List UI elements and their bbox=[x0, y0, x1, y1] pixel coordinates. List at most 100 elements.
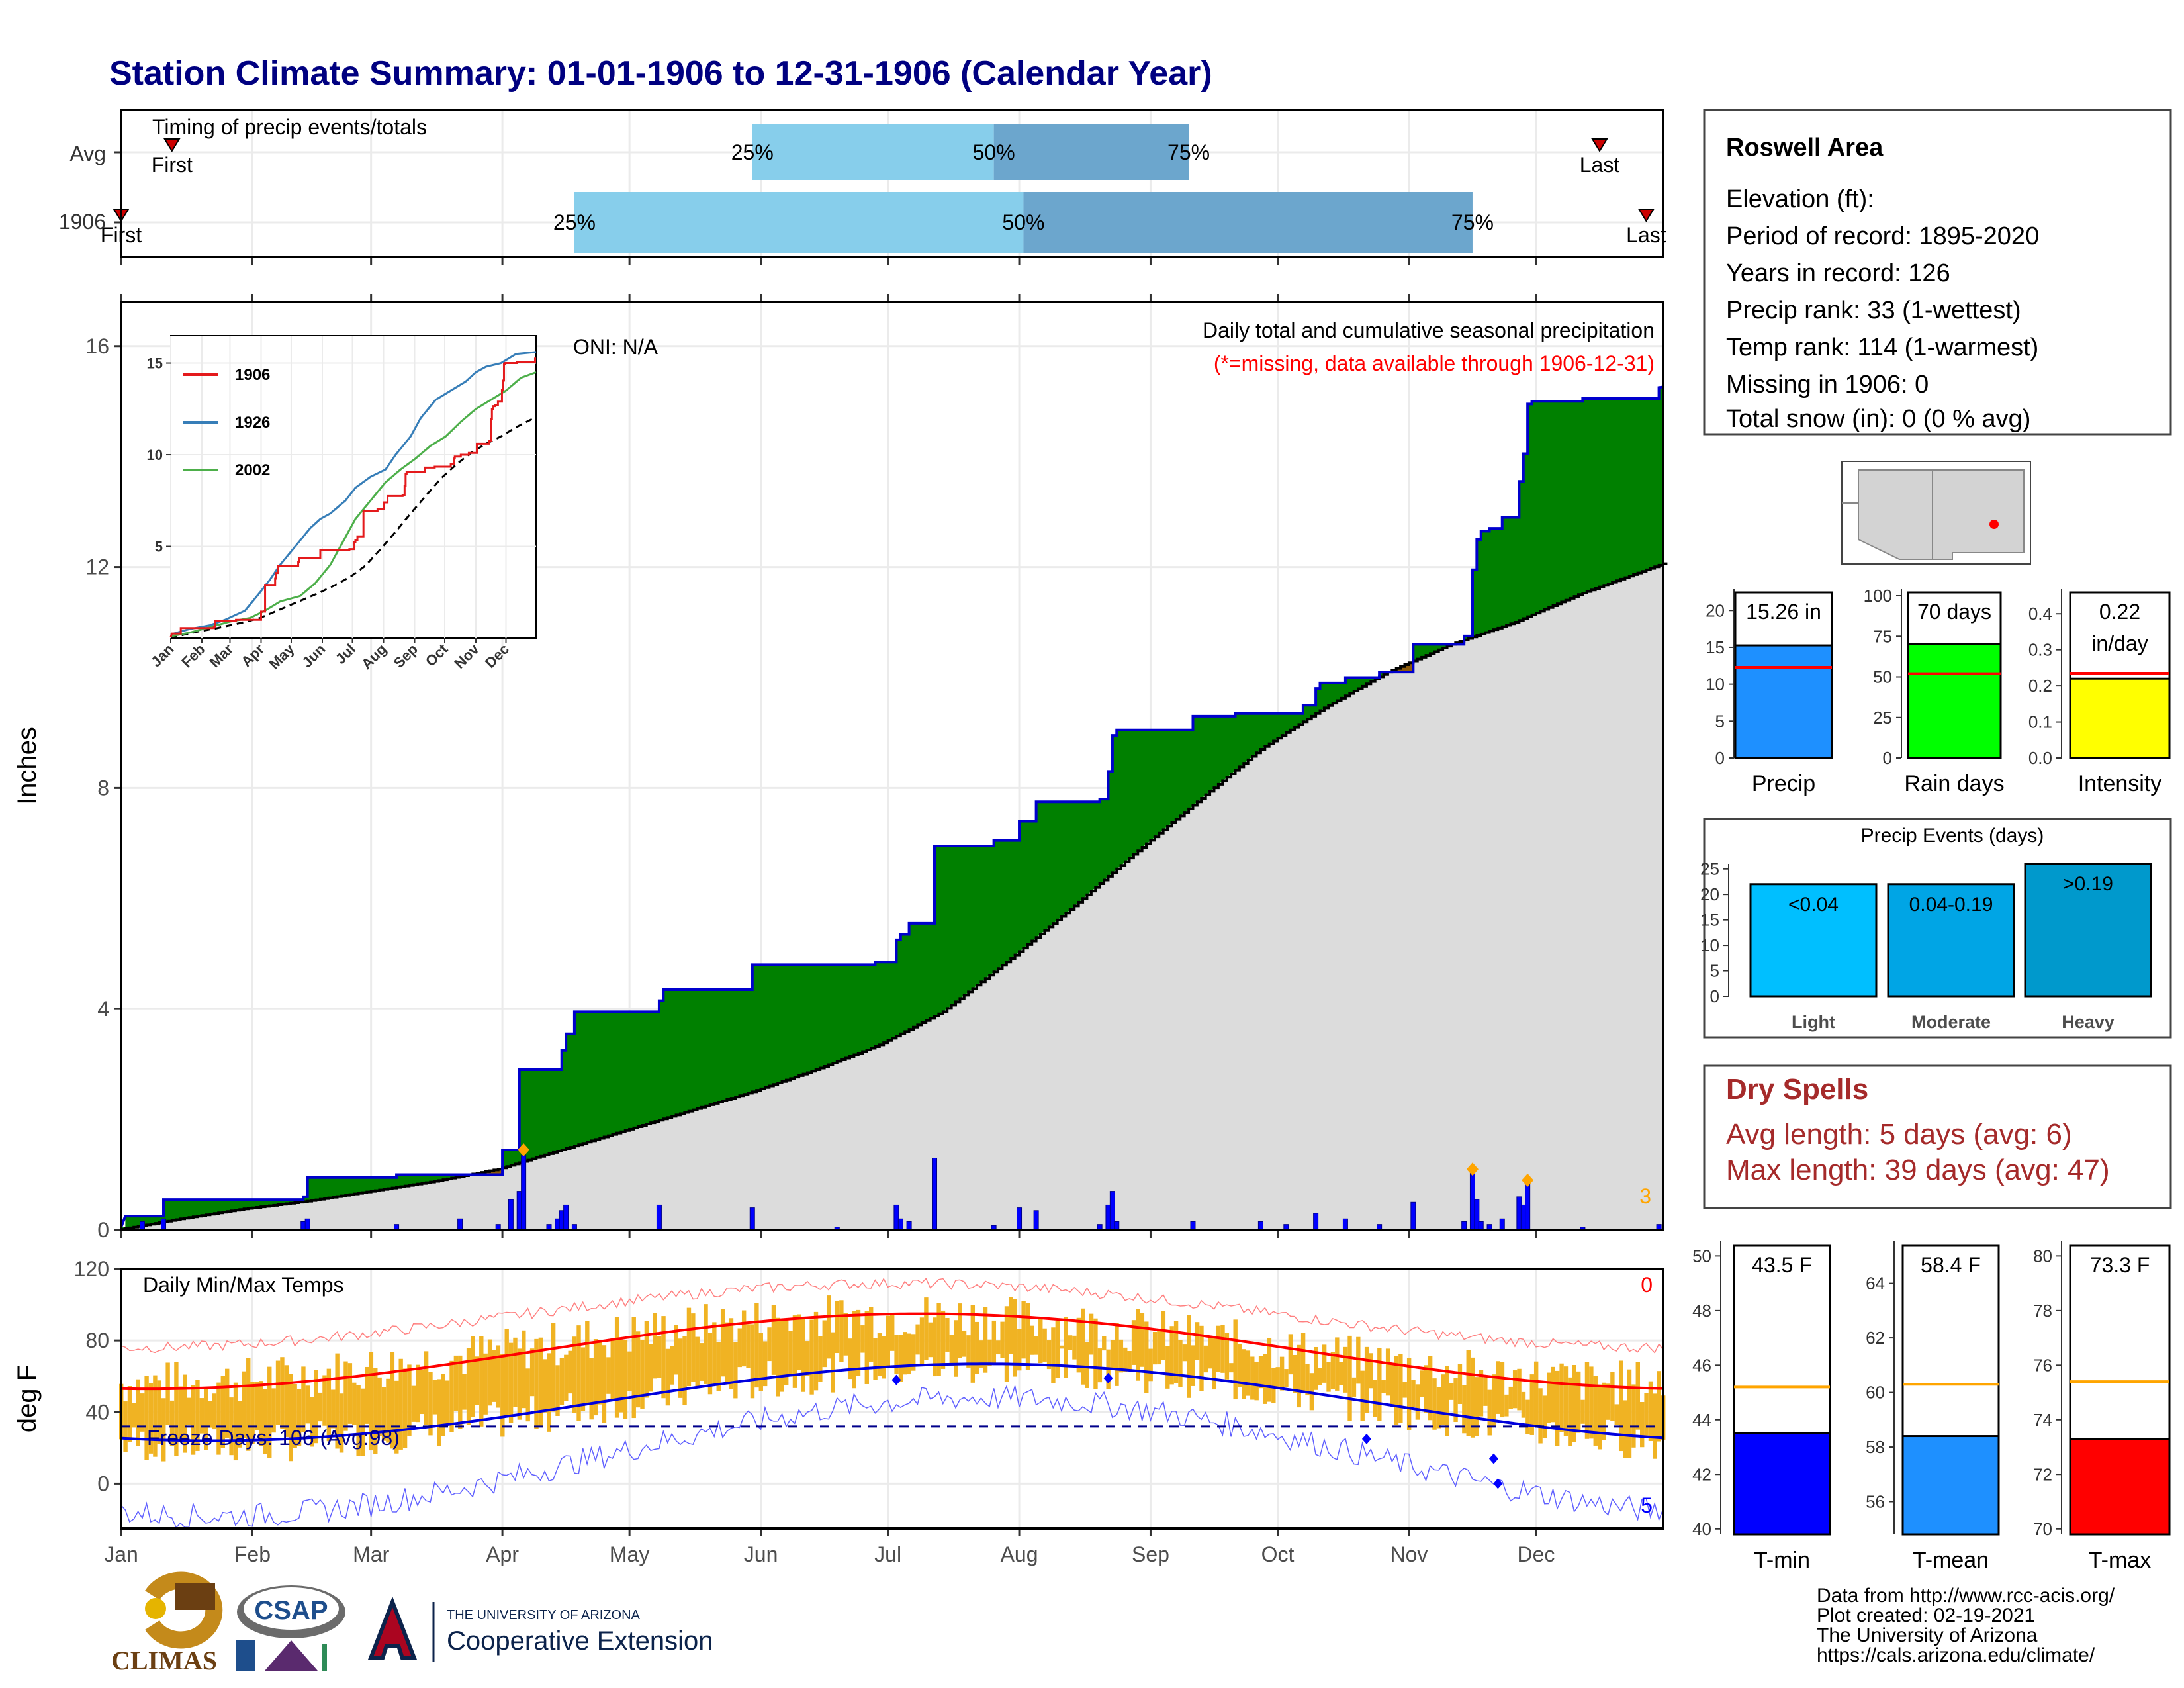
precip-above-normal-fill bbox=[1260, 713, 1266, 749]
temps-daily-range-bar bbox=[762, 1341, 768, 1387]
small-bar-ytick-label: 70 bbox=[2033, 1519, 2052, 1539]
timing-q75-label: 75% bbox=[1451, 211, 1494, 234]
precip-above-normal-fill bbox=[545, 1069, 550, 1155]
temps-daily-range-bar bbox=[356, 1385, 361, 1456]
precip-above-normal-fill bbox=[587, 1011, 592, 1143]
temps-daily-range-bar bbox=[598, 1342, 602, 1405]
station-elevation: Elevation (ft): bbox=[1726, 185, 1874, 213]
inset-line-1906 bbox=[169, 357, 537, 638]
precip-above-normal-fill bbox=[570, 1033, 575, 1148]
temps-daily-range-bar bbox=[657, 1336, 662, 1378]
temps-daily-range-bar bbox=[882, 1336, 886, 1379]
events-ytick-label: 20 bbox=[1700, 884, 1719, 904]
precip-above-normal-fill bbox=[993, 840, 999, 972]
small-bar-value bbox=[2069, 1438, 2171, 1536]
precip-above-normal-fill bbox=[985, 846, 991, 979]
precip-ytick-label: 0 bbox=[97, 1218, 109, 1242]
precip-above-normal-fill bbox=[1565, 401, 1570, 600]
temps-daily-range-bar bbox=[365, 1366, 369, 1424]
temps-daily-range-bar bbox=[1220, 1325, 1225, 1373]
temps-daily-range-bar bbox=[1411, 1380, 1416, 1407]
precip-above-normal-fill bbox=[1637, 399, 1643, 573]
precip-above-normal-fill bbox=[905, 934, 910, 1032]
precip-above-normal-fill bbox=[354, 1177, 359, 1194]
temps-daily-range-bar bbox=[483, 1353, 488, 1415]
temps-daily-range-bar bbox=[263, 1389, 268, 1454]
month-label: Jan bbox=[104, 1542, 138, 1566]
timing-last-marker bbox=[1637, 209, 1655, 222]
small-bar-ytick-label: 58 bbox=[1866, 1437, 1885, 1457]
precip-above-normal-fill bbox=[1057, 802, 1062, 920]
temps-daily-range-bar bbox=[741, 1310, 747, 1367]
temps-daily-range-bar bbox=[1576, 1371, 1581, 1433]
temps-daily-range-bar bbox=[1657, 1371, 1661, 1442]
temps-daily-range-bar bbox=[1097, 1348, 1103, 1383]
precip-above-normal-fill bbox=[921, 923, 927, 1023]
temps-daily-range-bar bbox=[127, 1386, 132, 1442]
temps-daily-range-bar bbox=[1618, 1360, 1623, 1452]
temps-count-hot: 0 bbox=[1641, 1273, 1653, 1297]
temps-daily-range-bar bbox=[1072, 1335, 1077, 1360]
precip-above-normal-fill bbox=[1235, 713, 1240, 771]
temps-daily-range-bar bbox=[1347, 1335, 1352, 1421]
month-label: Mar bbox=[353, 1542, 389, 1566]
small-bar-ytick-label: 0.0 bbox=[2028, 748, 2052, 768]
small-bar-ytick-label: 46 bbox=[1692, 1355, 1711, 1375]
small-bar-ytick-label: 50 bbox=[1873, 667, 1892, 687]
temps-daily-range-bar bbox=[394, 1380, 399, 1454]
precip-above-normal-fill bbox=[582, 1011, 588, 1144]
temps-daily-range-bar bbox=[377, 1377, 382, 1436]
small-bar-value-label-2: in/day bbox=[2091, 632, 2148, 655]
temps-daily-range-bar bbox=[1203, 1345, 1208, 1373]
temps-daily-range-bar bbox=[335, 1353, 340, 1449]
footer-credits: Data from http://www.rcc-acis.org/ Plot … bbox=[1817, 1585, 2115, 1666]
precip-above-normal-fill bbox=[176, 1199, 181, 1220]
precip-above-normal-fill bbox=[625, 1011, 630, 1131]
precip-above-normal-fill bbox=[1104, 799, 1109, 880]
temps-daily-range-bar bbox=[322, 1375, 327, 1426]
precip-above-normal-fill bbox=[1171, 729, 1177, 823]
precip-above-normal-fill bbox=[506, 1149, 512, 1167]
temps-daily-range-bar bbox=[898, 1335, 903, 1382]
small-bar-ytick-label: 0.3 bbox=[2028, 640, 2052, 660]
temps-daily-range-bar bbox=[373, 1368, 378, 1454]
precip-above-normal-fill bbox=[1557, 401, 1563, 604]
temps-daily-range-bar bbox=[1102, 1336, 1107, 1351]
temps-daily-range-bar bbox=[924, 1297, 929, 1360]
temps-count-cold: 5 bbox=[1641, 1493, 1653, 1517]
precip-above-normal-fill bbox=[392, 1177, 397, 1188]
precip-daily-bar bbox=[1499, 1218, 1505, 1231]
dry-spells-avg-length: Avg length: 5 days (avg: 6) bbox=[1726, 1118, 2072, 1150]
precip-above-normal-fill bbox=[1210, 716, 1215, 792]
temps-daily-range-bar bbox=[1030, 1325, 1034, 1355]
temps-daily-range-bar bbox=[754, 1303, 759, 1388]
inset-ytick-label: 10 bbox=[147, 447, 163, 463]
precip-above-normal-fill bbox=[1040, 802, 1046, 934]
precip-daily-bar bbox=[563, 1204, 569, 1231]
temps-daily-range-bar bbox=[907, 1333, 912, 1375]
precip-above-normal-fill bbox=[201, 1199, 206, 1216]
precip-above-normal-fill bbox=[549, 1069, 554, 1154]
temps-daily-range-bar bbox=[1441, 1374, 1445, 1426]
temps-daily-range-bar bbox=[987, 1339, 992, 1366]
footer-university: The University of Arizona bbox=[1817, 1624, 2038, 1646]
temps-daily-range-bar bbox=[568, 1350, 572, 1394]
temps-daily-range-bar bbox=[1373, 1380, 1378, 1417]
temps-daily-range-bar bbox=[178, 1386, 183, 1442]
precip-above-normal-fill bbox=[591, 1011, 596, 1141]
temps-daily-range-bar bbox=[1258, 1356, 1263, 1389]
temps-daily-range-bar bbox=[1152, 1331, 1158, 1365]
small-bar-ytick-label: 15 bbox=[1706, 637, 1725, 657]
events-ytick-label: 5 bbox=[1710, 961, 1719, 981]
temps-panel: 0 40 80 120 Jan Feb Mar Apr May Jun Jul Aug Sep Oct No… bbox=[13, 1257, 1666, 1566]
small-bar-value bbox=[1734, 644, 1833, 759]
temps-daily-range-bar bbox=[1593, 1376, 1598, 1446]
precip-above-normal-fill bbox=[1167, 729, 1173, 827]
temps-daily-range-bar bbox=[864, 1311, 869, 1384]
temps-daily-range-bar bbox=[1017, 1329, 1022, 1371]
temps-daily-range-bar bbox=[458, 1355, 463, 1429]
precip-above-normal-fill bbox=[1273, 713, 1279, 741]
precip-above-normal-fill bbox=[248, 1199, 253, 1209]
temps-daily-range-bar bbox=[225, 1368, 230, 1438]
